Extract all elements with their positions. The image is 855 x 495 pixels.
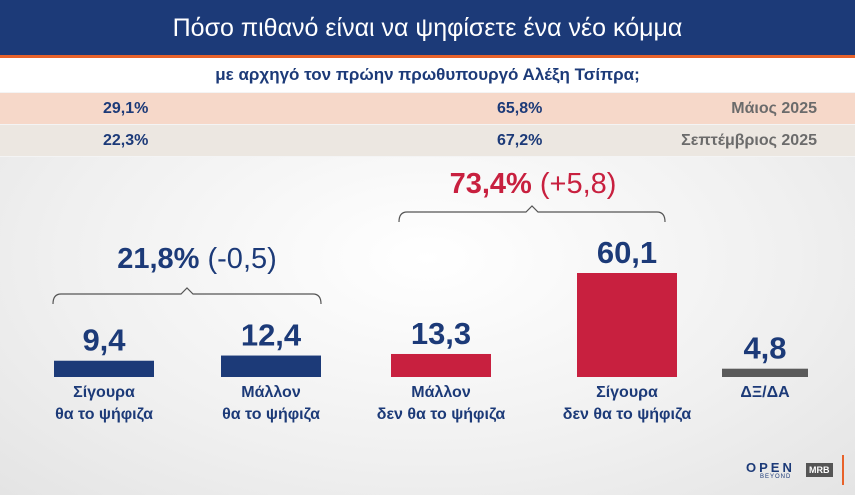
bar-2 [391,353,491,377]
chart-subtitle: με αρχηγό τον πρώην πρωθυπουργό Αλέξη Τσ… [0,58,855,92]
category-label-4-0: ΔΞ/ΔΑ [740,384,790,401]
yes-group-label: 21,8% (-0,5) [117,243,277,275]
bar-4 [722,368,808,377]
no-group-total: 73,4% [450,168,532,200]
no-group-bracket [398,205,666,223]
no-group-label: 73,4% (+5,8) [450,168,617,200]
category-label-2-0: Μάλλον [411,384,471,401]
sept-period-label: Σεπτέμβριος 2025 [681,132,817,149]
chart-area [0,157,855,495]
category-label-1-0: Μάλλον [241,384,301,401]
may-no-value: 65,8% [497,100,543,117]
may-yes-value: 29,1% [103,100,149,117]
chart-title: Πόσο πιθανό είναι να ψηφίσετε ένα νέο κό… [172,14,683,42]
category-label-0-0: Σίγουρα [73,384,135,401]
bar-1 [221,355,321,377]
no-group-change: (+5,8) [532,168,617,200]
yes-group-change: (-0,5) [199,243,276,275]
beyond-logo-text: BEYOND [760,474,792,480]
open-logo: OPEN [746,460,795,475]
category-label-3-1: δεν θα το ψήφιζα [563,406,692,423]
bar-0 [54,360,154,377]
title-bar: Πόσο πιθανό είναι να ψηφίσετε ένα νέο κό… [0,0,855,58]
yes-group-bracket [52,287,322,305]
bar-3 [577,273,677,377]
bar-value-label-2: 13,3 [411,316,471,351]
sept-yes-value: 22,3% [103,132,149,149]
bar-value-label-0: 9,4 [82,323,126,358]
logo-divider [842,455,844,485]
category-label-2-1: δεν θα το ψήφιζα [377,406,506,423]
bar-value-label-3: 60,1 [597,235,657,270]
category-label-1-1: θα το ψήφιζα [222,406,320,423]
may-period-label: Μάιος 2025 [731,100,817,117]
comparison-row-september: 22,3% 67,2% Σεπτέμβριος 2025 [0,125,855,156]
category-label-3-0: Σίγουρα [596,384,658,401]
bar-value-label-4: 4,8 [743,331,786,366]
yes-group-total: 21,8% [117,243,199,275]
sept-no-value: 67,2% [497,132,543,149]
bar-value-label-1: 12,4 [241,318,302,353]
category-label-0-1: θα το ψήφιζα [55,406,153,423]
mrb-logo: MRB [806,463,833,477]
comparison-row-may: 29,1% 65,8% Μάιος 2025 [0,93,855,124]
